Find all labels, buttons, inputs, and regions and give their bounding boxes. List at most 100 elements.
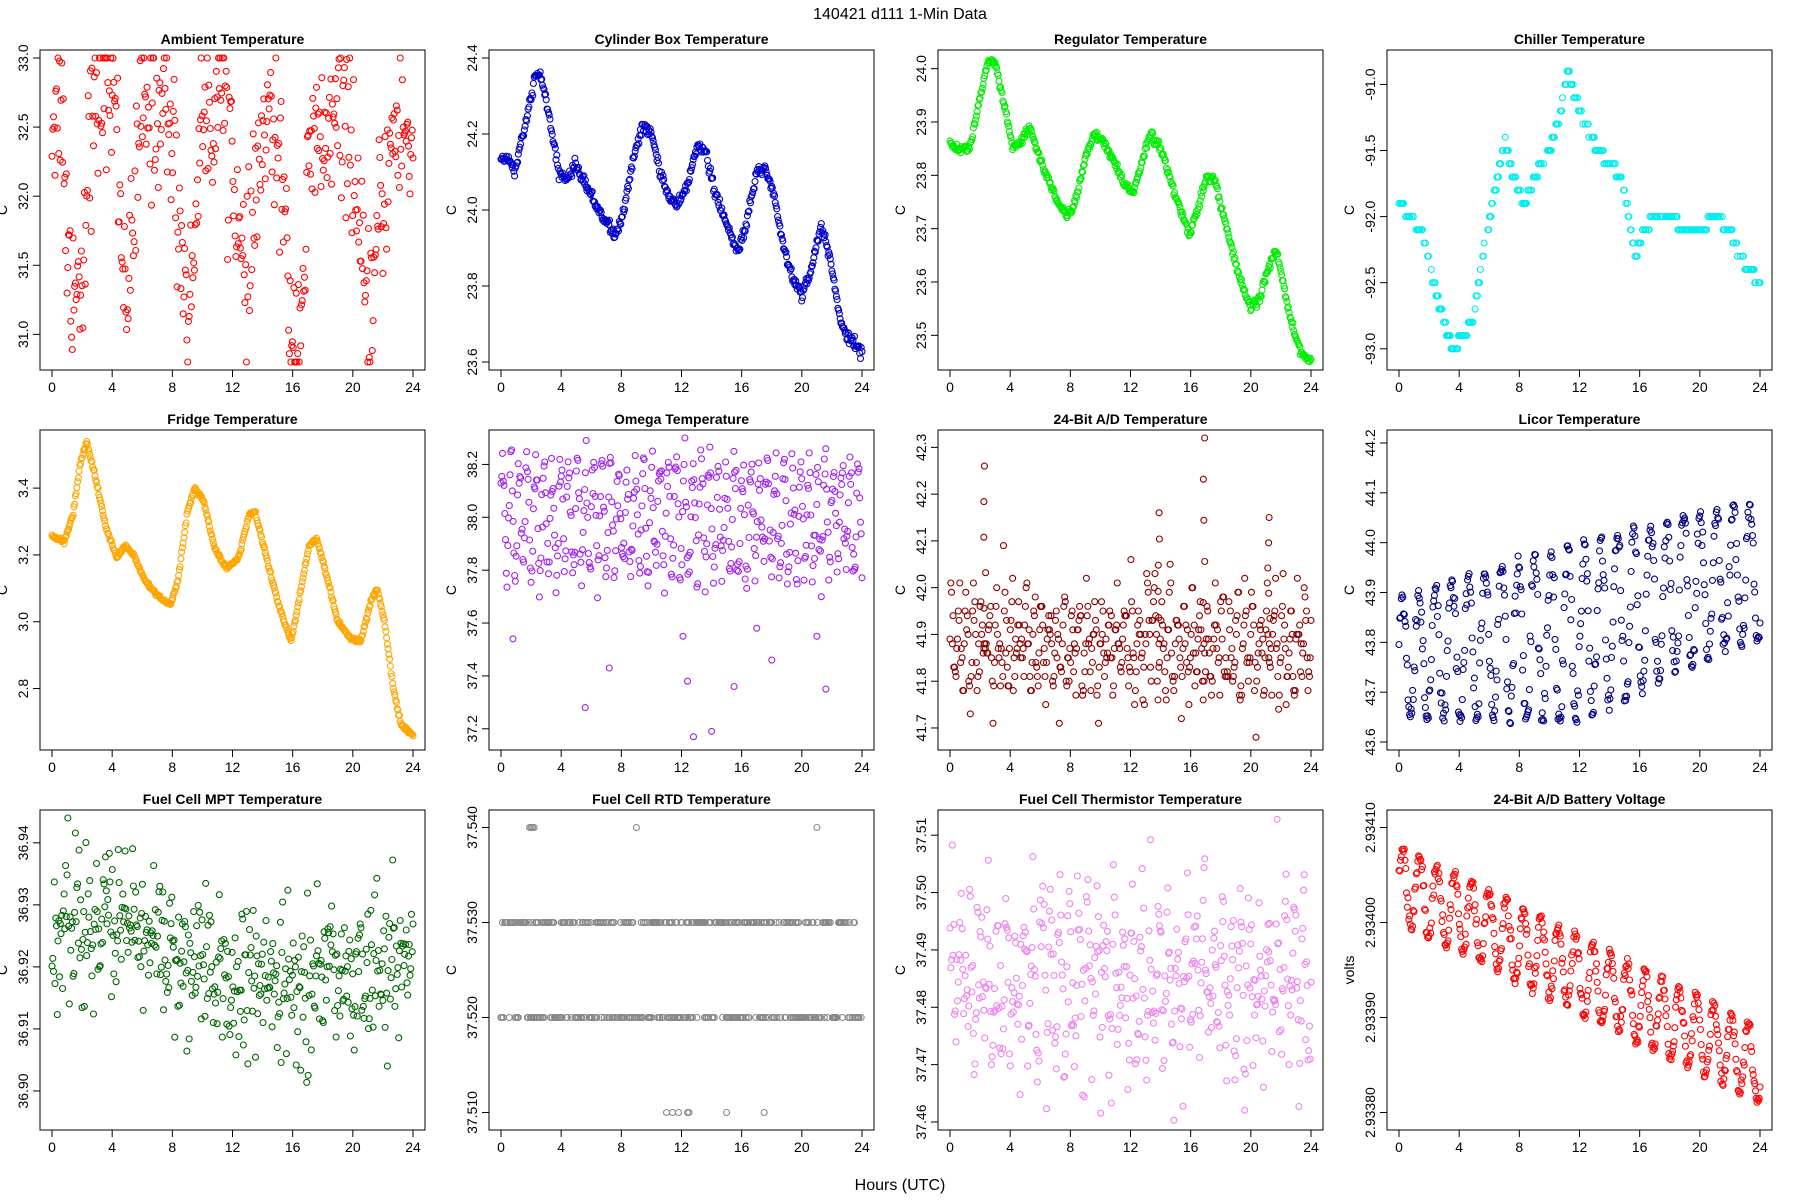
data-point xyxy=(257,990,265,998)
data-point xyxy=(98,502,106,510)
data-point xyxy=(270,584,278,592)
data-point xyxy=(206,527,214,535)
data-point xyxy=(1183,626,1191,634)
data-point xyxy=(68,333,76,341)
data-point xyxy=(269,940,277,948)
data-point xyxy=(577,558,585,566)
data-point xyxy=(1024,126,1032,134)
data-point xyxy=(389,679,397,687)
data-point xyxy=(1225,598,1233,606)
data-point xyxy=(335,55,343,63)
data-point xyxy=(73,884,81,892)
panel-title: Regulator Temperature xyxy=(1054,31,1207,47)
data-point xyxy=(823,243,831,251)
data-point xyxy=(1247,307,1255,315)
data-point xyxy=(1697,519,1705,527)
data-point xyxy=(178,947,186,955)
data-point xyxy=(821,470,829,478)
data-point xyxy=(1565,545,1573,553)
data-point xyxy=(367,941,376,949)
data-point xyxy=(302,245,310,253)
data-point xyxy=(690,476,698,484)
data-point xyxy=(1006,626,1014,634)
data-point xyxy=(1091,129,1100,137)
data-point xyxy=(595,552,603,560)
data-point xyxy=(732,466,740,474)
data-point xyxy=(1534,173,1542,181)
data-point xyxy=(737,477,745,485)
data-point xyxy=(80,256,88,264)
data-point xyxy=(1611,160,1619,168)
data-point xyxy=(958,925,966,933)
data-point xyxy=(816,547,825,555)
data-point xyxy=(330,110,338,118)
data-point xyxy=(75,846,83,854)
data-point xyxy=(157,963,165,971)
x-tick-label: 24 xyxy=(405,1139,421,1155)
data-point xyxy=(298,932,306,940)
data-point xyxy=(1412,622,1420,630)
data-point xyxy=(148,927,156,935)
data-point xyxy=(548,130,556,139)
data-point xyxy=(537,554,545,562)
data-point xyxy=(768,573,776,581)
data-point xyxy=(385,650,393,658)
data-point xyxy=(1155,658,1164,667)
data-point xyxy=(1193,668,1201,676)
data-point xyxy=(295,358,303,366)
data-point xyxy=(311,1004,319,1012)
data-point xyxy=(82,221,90,229)
panel-title: Chiller Temperature xyxy=(1514,31,1645,47)
data-point xyxy=(126,286,134,294)
data-point xyxy=(1642,590,1650,598)
data-point xyxy=(714,462,722,470)
data-point xyxy=(1265,654,1273,662)
data-point xyxy=(596,493,605,501)
data-point xyxy=(119,890,127,898)
data-point xyxy=(316,133,324,141)
data-point xyxy=(104,896,112,904)
data-point xyxy=(1207,672,1215,681)
data-point xyxy=(349,970,357,978)
data-point xyxy=(1751,614,1760,622)
data-point xyxy=(498,918,507,927)
data-point xyxy=(289,344,297,352)
data-point xyxy=(364,609,372,617)
data-point xyxy=(1301,593,1309,601)
data-point xyxy=(1274,250,1282,258)
x-tick-label: 12 xyxy=(1123,759,1139,775)
data-point xyxy=(982,640,990,648)
data-point xyxy=(150,166,159,174)
data-point xyxy=(688,483,696,492)
data-point xyxy=(759,1013,767,1022)
data-point xyxy=(736,539,744,548)
data-point xyxy=(49,113,58,121)
data-point xyxy=(208,963,216,971)
data-point xyxy=(408,948,416,956)
data-point xyxy=(1755,633,1763,642)
data-point xyxy=(1032,658,1040,667)
data-point xyxy=(602,918,610,927)
data-point xyxy=(1232,260,1240,268)
data-point xyxy=(141,937,149,945)
data-point xyxy=(212,67,220,75)
data-point xyxy=(166,899,174,907)
data-point xyxy=(772,449,780,457)
data-point xyxy=(303,550,312,558)
data-point xyxy=(1595,547,1604,555)
data-point xyxy=(1700,581,1708,589)
data-point xyxy=(1601,584,1609,592)
y-tick-label: 3.0 xyxy=(15,612,31,632)
data-point xyxy=(1648,543,1656,551)
data-point xyxy=(1677,542,1685,550)
data-point xyxy=(65,1000,73,1008)
data-point xyxy=(514,158,522,166)
data-point xyxy=(202,167,210,175)
data-point xyxy=(242,907,250,916)
data-point xyxy=(801,552,810,561)
data-point xyxy=(1654,679,1662,687)
data-point xyxy=(336,1012,344,1020)
data-point xyxy=(373,212,381,220)
data-point xyxy=(800,285,808,293)
data-point xyxy=(276,918,284,926)
